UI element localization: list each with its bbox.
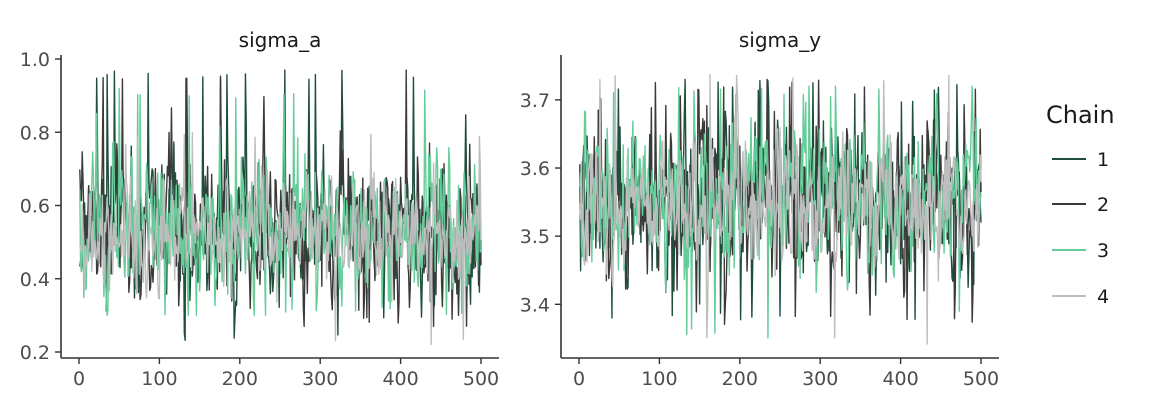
trace-chain-4 bbox=[79, 131, 482, 346]
x-tick-label: 500 bbox=[963, 368, 999, 390]
panel-sigma-a: sigma_a 0 100 200 300 400 500 0.2 0.4 0.6 0.8 1.0 bbox=[20, 28, 499, 390]
x-tick-label: 100 bbox=[141, 368, 177, 390]
x-tick-label: 500 bbox=[463, 368, 499, 390]
panel-title: sigma_y bbox=[739, 28, 821, 52]
y-tick-label: 1.0 bbox=[20, 49, 50, 71]
trace-chain-3 bbox=[79, 87, 482, 317]
y-tick-label: 0.4 bbox=[20, 269, 50, 291]
legend-label: 2 bbox=[1097, 194, 1109, 216]
x-tick-label: 400 bbox=[382, 368, 418, 390]
x-tick-label: 0 bbox=[573, 368, 585, 390]
x-tick-label: 0 bbox=[73, 368, 85, 390]
legend-item: 1 bbox=[1052, 149, 1109, 171]
x-tick-label: 300 bbox=[302, 368, 338, 390]
legend-item: 4 bbox=[1052, 286, 1109, 308]
x-tick-label: 300 bbox=[802, 368, 838, 390]
legend-title: Chain bbox=[1046, 101, 1115, 129]
y-tick-label: 3.7 bbox=[520, 90, 550, 112]
legend-label: 4 bbox=[1097, 286, 1109, 308]
y-tick-label: 3.6 bbox=[520, 158, 550, 180]
x-tick-label: 200 bbox=[722, 368, 758, 390]
y-tick-label: 3.4 bbox=[520, 294, 550, 316]
legend-item: 3 bbox=[1052, 240, 1109, 262]
y-tick-label: 0.2 bbox=[20, 342, 50, 364]
x-tick-label: 200 bbox=[222, 368, 258, 390]
y-tick-label: 0.8 bbox=[20, 122, 50, 144]
x-tick-label: 400 bbox=[882, 368, 918, 390]
legend-item: 2 bbox=[1052, 194, 1109, 216]
y-tick-label: 0.6 bbox=[20, 196, 50, 218]
y-tick-label: 3.5 bbox=[520, 226, 550, 248]
panel-sigma-y: sigma_y 0 100 200 300 400 500 3.4 3.5 3.6 3.7 bbox=[520, 28, 999, 390]
legend-label: 1 bbox=[1097, 149, 1109, 171]
x-tick-label: 100 bbox=[641, 368, 677, 390]
legend-label: 3 bbox=[1097, 240, 1109, 262]
legend: Chain 1 2 3 4 bbox=[1046, 101, 1115, 308]
panel-title: sigma_a bbox=[239, 28, 322, 52]
trace-chain-4 bbox=[579, 74, 982, 345]
